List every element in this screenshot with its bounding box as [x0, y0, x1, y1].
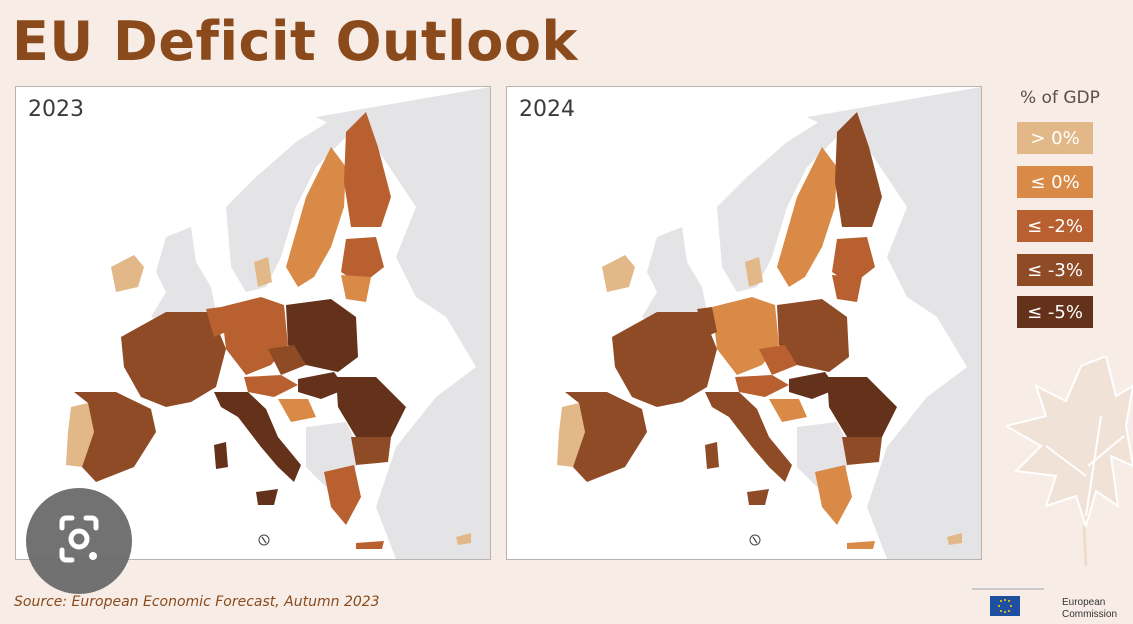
region-sardinia [705, 442, 719, 469]
region-sicily [256, 489, 278, 505]
region-poland [777, 299, 849, 372]
logo-line-1: European [1062, 597, 1106, 608]
legend-title: % of GDP [1020, 88, 1100, 108]
turkey [887, 467, 981, 532]
region-cyprus [456, 533, 471, 545]
region-poland [286, 299, 358, 372]
non-eu-land [807, 87, 981, 559]
region-portugal [66, 403, 94, 467]
region-sweden [286, 147, 346, 287]
region-italy [214, 392, 301, 482]
region-ireland [111, 255, 144, 292]
region-italy [705, 392, 792, 482]
region-baltics [832, 237, 875, 285]
region-sweden [777, 147, 837, 287]
region-bulgaria [351, 437, 391, 465]
eu-flag-icon [990, 596, 1020, 616]
source-note: Source: European Economic Forecast, Autu… [14, 594, 380, 610]
legend-item-le-0: ≤ 0% [1017, 166, 1093, 198]
region-bulgaria [842, 437, 882, 465]
region-hungary [789, 372, 837, 399]
region-austria [735, 375, 789, 397]
region-sicily [747, 489, 769, 505]
region-spain [565, 392, 647, 482]
region-portugal [557, 403, 585, 467]
compass-icon [749, 534, 761, 546]
logo-building [972, 588, 1044, 624]
map-panel-2023: 2023 [15, 86, 491, 560]
camera-lens-button[interactable] [26, 488, 132, 594]
european-commission-logo: European Commission [972, 582, 1133, 623]
region-denmark [745, 257, 763, 287]
region-denmark [254, 257, 272, 287]
region-hungary [298, 372, 346, 399]
region-ireland [602, 255, 635, 292]
uk [642, 227, 707, 327]
region-czechia [759, 345, 797, 375]
turkey [396, 467, 490, 532]
page-title: EU Deficit Outlook [12, 10, 578, 73]
region-croatia [769, 399, 807, 422]
compass-icon [258, 534, 270, 546]
europe-map-2024 [557, 87, 981, 559]
maple-leaf-icon [1006, 356, 1133, 566]
region-lithuania [832, 275, 862, 302]
region-greece [324, 465, 361, 525]
logo-text: European Commission [1062, 597, 1117, 621]
region-croatia [278, 399, 316, 422]
legend-item-positive: > 0% [1017, 122, 1093, 154]
region-france [612, 312, 717, 407]
region-lithuania [341, 275, 371, 302]
region-romania [336, 377, 406, 437]
region-sardinia [214, 442, 228, 469]
region-benelux [697, 307, 717, 337]
region-spain [74, 392, 156, 482]
region-crete [847, 541, 875, 549]
panel-year: 2024 [519, 97, 575, 122]
region-austria [244, 375, 298, 397]
legend-item-le-minus-2: ≤ -2% [1017, 210, 1093, 242]
camera-lens-icon [59, 515, 99, 563]
region-romania [827, 377, 897, 437]
legend-item-le-minus-3: ≤ -3% [1017, 254, 1093, 286]
region-baltics [341, 237, 384, 285]
region-cyprus [947, 533, 962, 545]
europe-map-2023 [66, 87, 490, 559]
norway [717, 117, 847, 292]
uk [151, 227, 216, 327]
region-finland [344, 112, 391, 227]
norway [226, 117, 356, 292]
region-finland [835, 112, 882, 227]
legend-item-le-minus-5: ≤ -5% [1017, 296, 1093, 328]
region-greece [815, 465, 852, 525]
region-crete [356, 541, 384, 549]
region-benelux [206, 307, 226, 337]
region-france [121, 312, 226, 407]
logo-line-2: Commission [1062, 609, 1118, 620]
region-czechia [268, 345, 306, 375]
panel-year: 2023 [28, 97, 84, 122]
map-panel-2024: 2024 [506, 86, 982, 560]
non-eu-land [316, 87, 490, 559]
